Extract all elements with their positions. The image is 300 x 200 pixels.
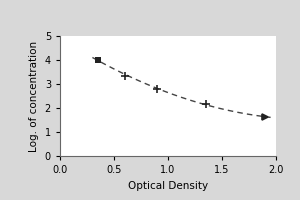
Y-axis label: Log. of concentration: Log. of concentration xyxy=(29,40,39,152)
X-axis label: Optical Density: Optical Density xyxy=(128,181,208,191)
